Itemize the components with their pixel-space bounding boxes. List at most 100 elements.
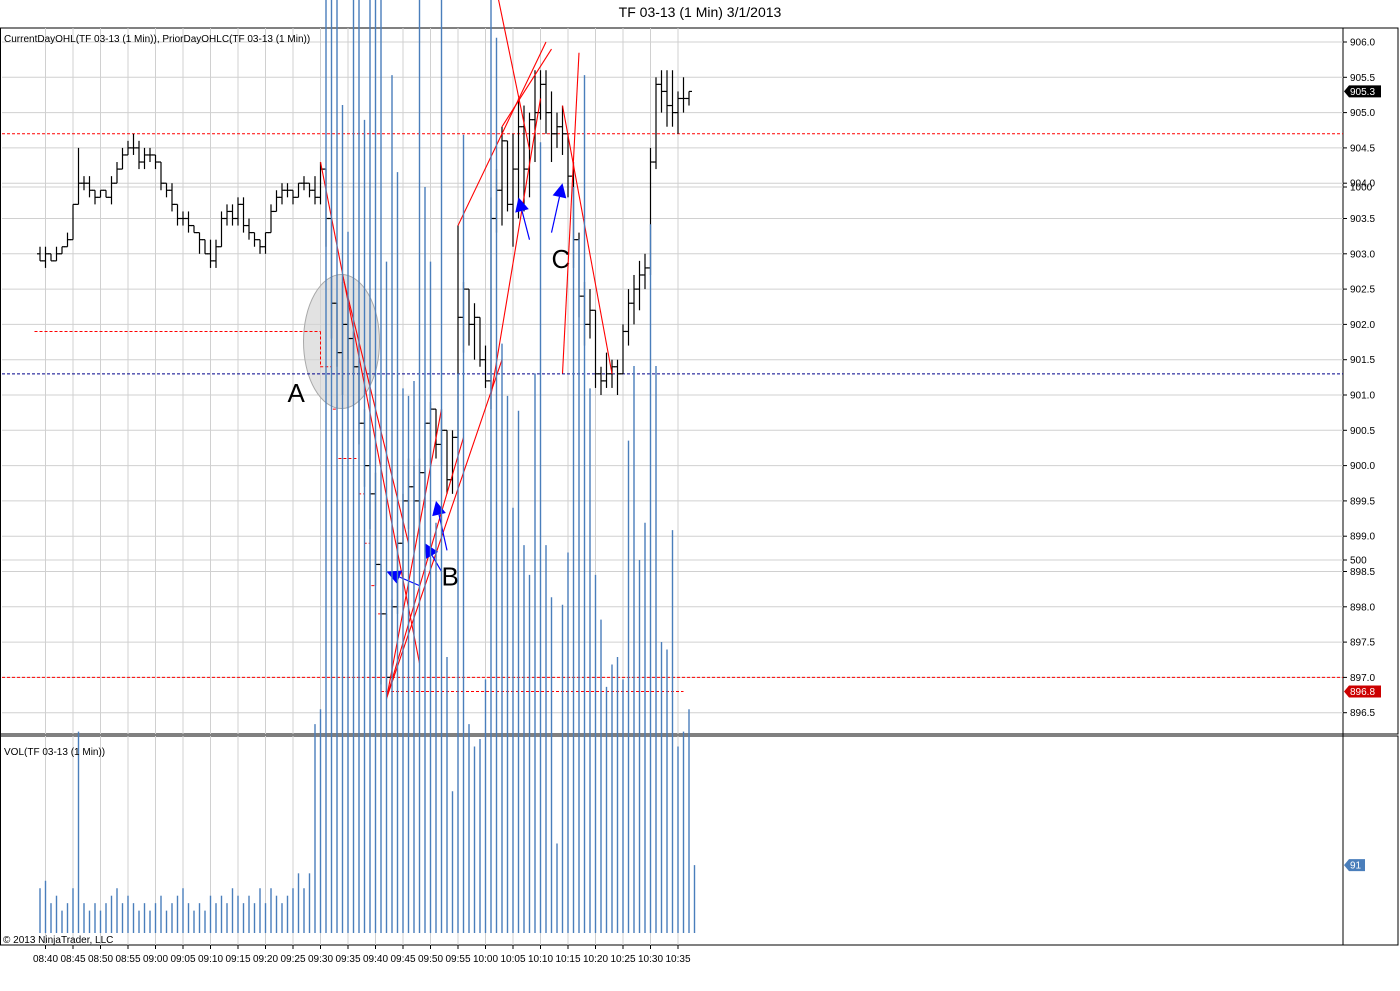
ohlc-bar — [97, 189, 104, 198]
arrow-shaft — [521, 210, 531, 240]
ohlc-bar — [658, 70, 665, 113]
y-tick-label: 896.5 — [1350, 708, 1375, 719]
x-tick-label: 10:15 — [555, 954, 580, 965]
price-trendline — [501, 48, 552, 128]
volume-panel-label: VOL(TF 03-13 (1 Min)) — [4, 747, 105, 758]
ohlc-bar — [59, 246, 65, 255]
arrow-head — [425, 543, 439, 559]
price-trendline — [490, 98, 542, 396]
ohlc-bar — [147, 147, 153, 163]
ohlc-bar — [218, 211, 225, 248]
x-tick-label: 09:20 — [253, 954, 278, 965]
y-tick-label: 906.0 — [1350, 38, 1375, 49]
ohlc-bar — [119, 147, 126, 170]
ohlc-bar — [301, 176, 307, 191]
ohlc-bar — [48, 253, 54, 262]
y-tick-label: 899.0 — [1350, 532, 1375, 543]
x-tick-label: 09:45 — [390, 954, 415, 965]
price-label-text: 896.8 — [1350, 687, 1375, 698]
x-tick-label: 09:00 — [143, 954, 168, 965]
ohlc-bar — [631, 274, 637, 325]
arrow-head — [432, 500, 446, 517]
x-tick-label: 10:00 — [473, 954, 498, 965]
ohlc-bar — [75, 147, 82, 205]
ohlc-bar — [114, 162, 120, 184]
ohlc-bar — [565, 133, 571, 198]
ohlc-bar — [680, 77, 687, 113]
ohlc-bar — [625, 289, 632, 346]
ohlc-bar — [191, 224, 197, 234]
chart-title: TF 03-13 (1 Min) 3/1/2013 — [618, 4, 782, 20]
ohlc-bar — [279, 183, 285, 205]
ohlc-bar — [510, 133, 516, 247]
ohlc-bar — [251, 232, 258, 247]
ohlc-bar — [141, 147, 148, 170]
ohlc-bar — [466, 288, 472, 346]
x-tick-label: 10:05 — [500, 954, 525, 965]
y-tick-label: 901.5 — [1350, 355, 1375, 366]
ohlc-bar — [548, 91, 555, 163]
ohlc-bar — [103, 189, 109, 198]
price-label-box — [1344, 685, 1381, 698]
y-tick-label: 902.5 — [1350, 285, 1375, 296]
price-label-box — [1344, 85, 1381, 98]
ohlc-bar — [92, 189, 98, 205]
arrow-head — [552, 183, 567, 199]
arrow-head — [515, 197, 529, 213]
y-tick-label: 897.5 — [1350, 638, 1375, 649]
annotation-arrow — [515, 197, 531, 240]
ohlc-bar — [174, 203, 181, 226]
x-tick-label: 09:15 — [225, 954, 250, 965]
ohlc-bar — [664, 70, 670, 127]
ohlc-bar — [158, 161, 164, 191]
price-label-text: 905.3 — [1350, 87, 1375, 98]
ohlc-bar — [136, 140, 142, 170]
ohlc-bar — [598, 366, 604, 395]
price-trendline — [561, 105, 613, 374]
volume-trendline — [561, 52, 580, 374]
x-tick-label: 09:40 — [363, 954, 388, 965]
x-tick-label: 10:25 — [610, 954, 635, 965]
day-low-label: 896.8 — [1344, 685, 1381, 698]
ohlc-bar — [235, 197, 241, 226]
highlight-ellipse — [303, 274, 380, 410]
ohlc-bar — [543, 70, 549, 134]
price-panel-label: CurrentDayOHL(TF 03-13 (1 Min)), PriorDa… — [4, 34, 310, 45]
x-tick-label: 09:05 — [170, 954, 195, 965]
x-tick-label: 08:45 — [60, 954, 85, 965]
ohlc-bar — [290, 189, 296, 205]
x-tick-label: 10:10 — [528, 954, 553, 965]
ohlc-bar — [257, 239, 263, 254]
ohlc-bar — [273, 190, 280, 213]
ohlc-bar — [620, 324, 626, 375]
x-tick-label: 08:55 — [115, 954, 140, 965]
x-tick-label: 09:50 — [418, 954, 443, 965]
arrow-shaft — [550, 196, 561, 233]
annotation-arrow — [425, 543, 443, 572]
ohlc-bar — [224, 204, 230, 226]
y-tick-label: 898.5 — [1350, 567, 1375, 578]
ohlc-bar — [229, 204, 236, 226]
y-tick-label: 900.0 — [1350, 461, 1375, 472]
ohlc-bar — [64, 232, 71, 248]
x-tick-label: 09:55 — [445, 954, 470, 965]
ohlc-bar — [636, 260, 643, 311]
ohlc-bar — [592, 309, 599, 388]
annotation-arrow — [550, 183, 567, 233]
annotation-arrow — [432, 500, 448, 551]
ohlc-bar — [653, 77, 659, 170]
annotation-label-b: B — [442, 562, 459, 592]
y-tick-label: 904.0 — [1350, 179, 1375, 190]
ohlc-bar — [185, 211, 192, 233]
x-tick-label: 09:25 — [280, 954, 305, 965]
y-tick-label: 897.0 — [1350, 673, 1375, 684]
y-tick-label: 903.0 — [1350, 249, 1375, 260]
ohlc-bar — [669, 70, 676, 127]
x-tick-label: 10:30 — [638, 954, 663, 965]
copyright-notice: © 2013 NinjaTrader, LLC — [3, 935, 113, 946]
y-tick-label: 901.0 — [1350, 391, 1375, 402]
ohlc-bar — [449, 430, 456, 494]
y-tick-label: 905.0 — [1350, 108, 1375, 119]
volume-label-box — [1344, 859, 1365, 872]
